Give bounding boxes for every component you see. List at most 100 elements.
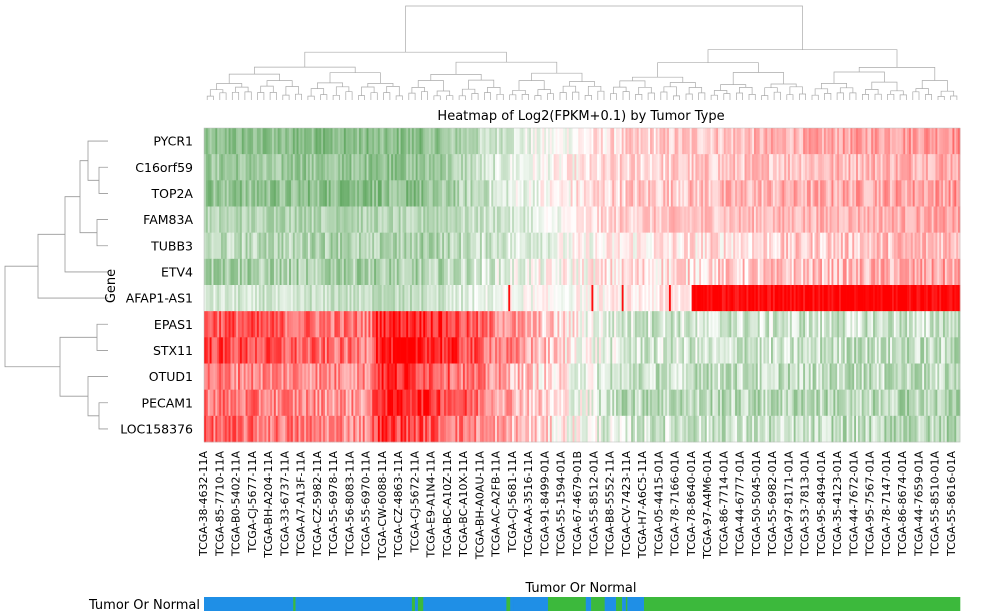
heatmap-cell xyxy=(908,128,912,155)
heatmap-cell xyxy=(810,154,813,181)
heatmap-cell xyxy=(357,389,360,417)
heatmap-cell xyxy=(941,311,944,338)
heatmap-cell xyxy=(245,180,248,207)
heatmap-cell xyxy=(693,337,696,364)
heatmap-cell xyxy=(929,232,932,260)
heatmap-cell xyxy=(850,154,853,181)
heatmap-cell xyxy=(391,389,394,417)
heatmap-cell xyxy=(287,232,290,260)
heatmap-cell xyxy=(461,311,464,338)
heatmap-cell xyxy=(744,311,747,338)
heatmap-cell xyxy=(340,363,343,390)
heatmap-cell xyxy=(396,180,400,207)
heatmap-cell xyxy=(234,337,237,364)
heatmap-cell xyxy=(663,363,666,390)
heatmap-cell xyxy=(829,180,832,207)
heatmap-cell xyxy=(451,206,454,233)
heatmap-cell xyxy=(534,206,537,233)
heatmap-cell xyxy=(753,128,757,155)
heatmap-cell xyxy=(774,415,778,443)
sample-label: TCGA-AC-A2FB-11A xyxy=(490,451,503,558)
heatmap-cell xyxy=(846,337,849,364)
heatmap-cell xyxy=(474,232,477,260)
heatmap-cell xyxy=(385,389,388,417)
heatmap-cell xyxy=(663,415,666,443)
heatmap-cell xyxy=(294,206,297,233)
heatmap-cell xyxy=(585,232,589,260)
heatmap-cell xyxy=(691,206,694,233)
column-dendrogram-link xyxy=(216,83,243,90)
heatmap-cell xyxy=(774,311,778,338)
heatmap-cell xyxy=(451,311,454,338)
heatmap-cell xyxy=(498,206,502,233)
sample-label: TCGA-97-8171-01A xyxy=(782,451,795,557)
heatmap-cell xyxy=(693,258,696,286)
heatmap-cell xyxy=(253,180,256,207)
heatmap-cell xyxy=(398,258,401,286)
heatmap-cell xyxy=(264,258,267,286)
heatmap-cell xyxy=(432,285,435,312)
heatmap-cell xyxy=(343,311,347,338)
heatmap-cell xyxy=(710,337,713,364)
heatmap-cell xyxy=(385,415,388,443)
heatmap-cell xyxy=(315,363,318,390)
heatmap-cell xyxy=(343,363,347,390)
heatmap-cell xyxy=(436,232,439,260)
heatmap-cell xyxy=(663,232,666,260)
heatmap-cell xyxy=(289,337,292,364)
heatmap-cell xyxy=(942,258,946,286)
heatmap-cell xyxy=(727,180,730,207)
heatmap-cell xyxy=(527,415,530,443)
heatmap-cell xyxy=(678,415,681,443)
heatmap-cell xyxy=(366,311,369,338)
heatmap-cell xyxy=(801,154,804,181)
heatmap-cell xyxy=(568,180,572,207)
heatmap-cell xyxy=(234,415,237,443)
heatmap-cell xyxy=(302,389,305,417)
heatmap-cell xyxy=(495,363,498,390)
heatmap-cell xyxy=(727,389,730,417)
heatmap-cell xyxy=(461,180,464,207)
heatmap-cell xyxy=(226,415,229,443)
heatmap-cell xyxy=(485,258,488,286)
heatmap-cell xyxy=(268,180,271,207)
heatmap-cell xyxy=(306,180,309,207)
heatmap-cell xyxy=(801,258,804,286)
heatmap-cell xyxy=(795,154,798,181)
heatmap-cell xyxy=(396,154,400,181)
heatmap-cell xyxy=(294,285,297,312)
heatmap-cell xyxy=(544,311,547,338)
heatmap-cell xyxy=(901,128,904,155)
heatmap-cell xyxy=(529,389,532,417)
heatmap-cell xyxy=(580,128,583,155)
sample-label: TCGA-A7-A13F-11A xyxy=(295,451,308,557)
heatmap-cell xyxy=(313,389,316,417)
heatmap-cell xyxy=(712,337,715,364)
heatmap-cell xyxy=(309,128,313,155)
heatmap-cell xyxy=(262,337,265,364)
heatmap-cell xyxy=(680,415,683,443)
heatmap-cell xyxy=(806,128,810,155)
heatmap-cell xyxy=(765,415,768,443)
heatmap-cell xyxy=(595,154,598,181)
heatmap-cell xyxy=(801,232,804,260)
heatmap-cell xyxy=(806,389,810,417)
heatmap-cell xyxy=(678,337,681,364)
heatmap-cell xyxy=(572,180,575,207)
heatmap-cell xyxy=(417,311,420,338)
heatmap-cell xyxy=(444,337,447,364)
heatmap-cell xyxy=(563,180,566,207)
heatmap-cell xyxy=(315,415,318,443)
heatmap-cell xyxy=(341,285,345,312)
heatmap-cell xyxy=(563,232,566,260)
heatmap-cell xyxy=(591,206,594,233)
heatmap-cell xyxy=(782,389,785,417)
heatmap-cell xyxy=(716,285,719,312)
heatmap-cell xyxy=(856,180,859,207)
heatmap-cell xyxy=(784,206,787,233)
heatmap-cell xyxy=(561,311,564,338)
heatmap-cell xyxy=(374,180,377,207)
heatmap-cell xyxy=(236,232,239,260)
heatmap-cell xyxy=(568,154,572,181)
heatmap-cell xyxy=(651,415,655,443)
